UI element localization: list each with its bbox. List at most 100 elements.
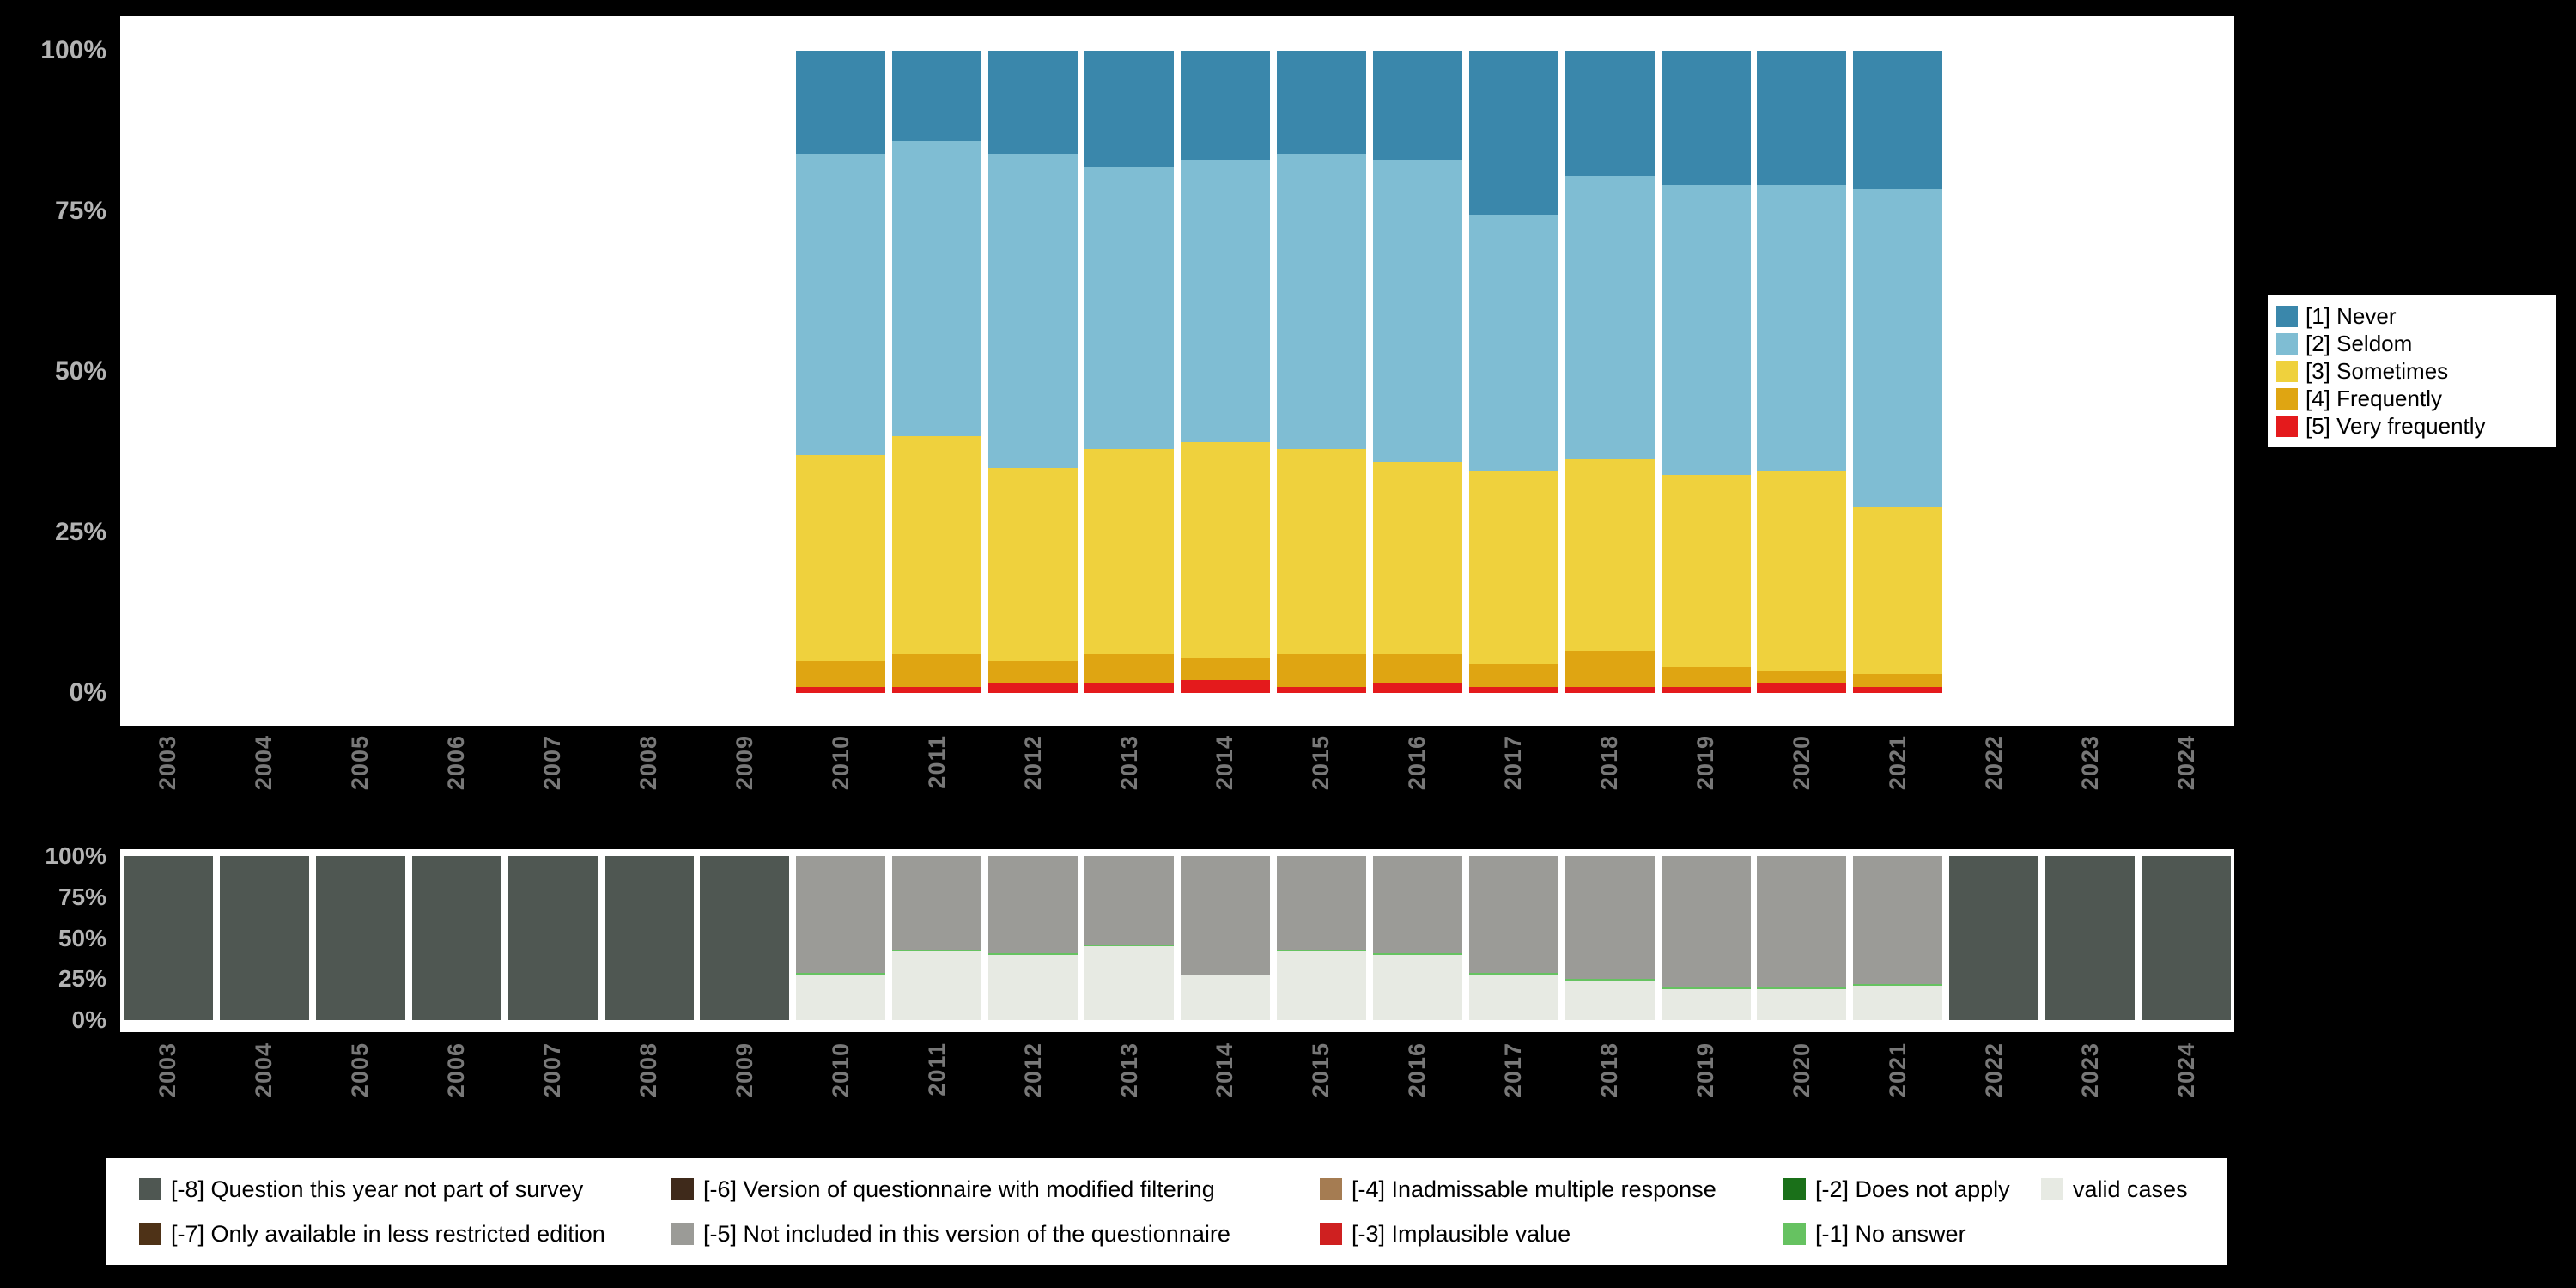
x-tick-label: 2006 [409,1042,505,1152]
legend-label: [-4] Inadmissable multiple response [1352,1176,1716,1202]
bar-segment [1084,166,1175,449]
bar-segment [1757,51,1847,186]
missing-values-chart-panel [120,849,2234,1032]
x-tick-label-text: 2023 [2076,1042,2103,1098]
x-tick-label-text: 2006 [443,1042,470,1098]
bar-segment [1084,448,1175,655]
bar-segment [892,856,982,950]
x-tick-label: 2005 [313,1042,409,1152]
x-tick-label: 2005 [313,735,409,845]
bar-segment [1276,856,1366,950]
x-tick-label-text: 2020 [1788,735,1814,791]
x-tick-label: 2018 [1562,1042,1658,1152]
bar-segment [315,856,405,1020]
x-tick-label-text: 2007 [539,1042,566,1098]
x-tick-label: 2007 [505,735,601,845]
bar-segment [507,856,598,1020]
legend-swatch [1783,1223,1806,1245]
y-tick-label: 75% [54,197,106,225]
legend-item: [3] Sometimes [2276,358,2548,385]
x-tick-label: 2011 [889,735,985,845]
legend-label: [-8] Question this year not part of surv… [171,1176,584,1202]
legend-swatch [139,1223,161,1245]
bar-segment [1949,856,2039,1020]
bar-segment [1661,686,1751,693]
bar-segment [1468,974,1558,1020]
legend-swatch [671,1178,694,1200]
x-tick-label: 2022 [1946,735,2042,845]
x-tick-label-text: 2014 [1212,735,1238,791]
legend-swatch [139,1178,161,1200]
x-tick-label: 2004 [216,735,313,845]
legend-item: [1] Never [2276,303,2548,330]
x-tick-label-text: 2005 [347,1042,374,1098]
bar-segment [1276,949,1366,951]
x-tick-label-text: 2006 [443,735,470,791]
legend-item: [2] Seldom [2276,331,2548,357]
bar-segment [1757,683,1847,693]
bar-segment [1853,673,1943,687]
responses-y-axis: 0% 25% 50% 75% 100% [0,0,110,1288]
x-tick-label-text: 2016 [1404,735,1431,791]
legend-item: [5] Very frequently [2276,413,2548,440]
bar-segment [1564,459,1655,652]
bar-segment [1372,952,1462,955]
x-tick-label-text: 2024 [2172,1042,2199,1098]
legend-swatch [1783,1178,1806,1200]
bar-segment [1468,51,1558,215]
bar-segment [988,683,1078,693]
bar-segment [988,952,1078,955]
x-tick-label-text: 2013 [1115,1042,1142,1098]
bar-segment [1757,185,1847,471]
bar-segment [1757,987,1847,989]
legend-item: [-3] Implausible value [1320,1221,1783,1248]
bar-segment [1661,185,1751,475]
x-tick-label: 2011 [889,1042,985,1152]
legend-label: [3] Sometimes [2306,357,2449,384]
bar-segment [1853,51,1943,189]
x-tick-label: 2024 [2138,1042,2234,1152]
legend-swatch [1320,1223,1342,1245]
x-tick-label-text: 2015 [1308,1042,1334,1098]
bar-segment [1084,683,1175,693]
legend-item: valid cases [2041,1176,2195,1203]
legend-label: [-7] Only available in less restricted e… [171,1220,605,1247]
bar-segment [1372,954,1462,1020]
legend-swatch [671,1223,694,1245]
x-tick-label-text: 2004 [251,735,277,791]
bar-segment [1180,680,1270,693]
legend-label: [-5] Not included in this version of the… [703,1220,1230,1247]
bar-segment [604,856,694,1020]
bar-segment [892,951,982,1020]
x-tick-label-text: 2016 [1404,1042,1431,1098]
bar-segment [892,949,982,951]
bar-segment [700,856,790,1020]
bar-segment [1661,667,1751,687]
bar-segment [1564,51,1655,176]
bar-segment [1180,975,1270,1020]
x-tick-label-text: 2005 [347,735,374,791]
bar-segment [1564,981,1655,1020]
bar-segment [1180,51,1270,161]
x-tick-label-text: 2021 [1884,735,1911,791]
bar-segment [796,974,886,1020]
x-tick-label-text: 2019 [1692,735,1718,791]
bar-segment [1084,945,1175,947]
x-tick-label: 2021 [1850,1042,1946,1152]
x-tick-label: 2013 [1081,1042,1177,1152]
bar-segment [2045,856,2136,1020]
bar-segment [1372,654,1462,683]
x-tick-label-text: 2008 [635,1042,661,1098]
missing-values-y-axis: 0% 25% 50% 75% 100% [0,0,110,1288]
y-tick-label: 75% [58,883,106,910]
bar-segment [1084,856,1175,945]
bar-segment [1853,507,1943,674]
bar-segment [1564,175,1655,459]
bar-segment [1372,461,1462,655]
bar-segment [1372,160,1462,462]
x-tick-label-text: 2011 [923,735,950,789]
x-tick-label: 2015 [1273,735,1370,845]
legend-label: [-2] Does not apply [1815,1176,2010,1202]
bar-segment [1757,471,1847,671]
x-tick-label: 2003 [120,735,216,845]
